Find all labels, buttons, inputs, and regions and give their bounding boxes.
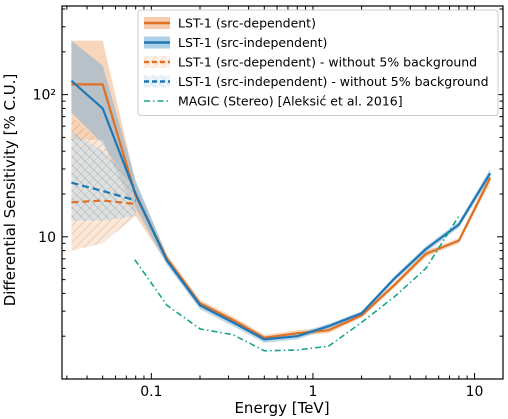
x-axis-label: Energy [TeV] bbox=[234, 399, 329, 417]
confidence-bands bbox=[71, 40, 491, 343]
band-series-4 bbox=[71, 131, 136, 221]
legend-label: LST-1 (src-independent) bbox=[178, 35, 327, 50]
legend-label: MAGIC (Stereo) [Aleksić et al. 2016] bbox=[178, 94, 403, 109]
y-tick-label: 10 bbox=[38, 230, 56, 246]
line-series-5 bbox=[134, 215, 460, 352]
line-series-2 bbox=[70, 79, 492, 341]
legend-label: LST-1 (src-dependent) - without 5% backg… bbox=[178, 55, 477, 70]
axes: 0.1 1 10 10 10² bbox=[33, 5, 504, 400]
x-tick-label: 0.1 bbox=[140, 384, 162, 400]
x-tick-label: 1 bbox=[308, 384, 317, 400]
y-axis-label: Differential Sensitivity [% C.U.] bbox=[1, 74, 19, 307]
legend-box bbox=[137, 9, 499, 116]
y-tick-label: 10² bbox=[33, 88, 56, 104]
plot-frame bbox=[61, 5, 504, 380]
x-tick-label: 10 bbox=[466, 384, 484, 400]
series-lines bbox=[70, 79, 492, 352]
legend-label: LST-1 (src-independent) - without 5% bac… bbox=[178, 74, 489, 89]
legend-label: LST-1 (src-dependent) bbox=[178, 16, 316, 31]
legend: LST-1 (src-dependent) LST-1 (src-independ… bbox=[137, 9, 499, 116]
line-series-4 bbox=[71, 181, 137, 202]
